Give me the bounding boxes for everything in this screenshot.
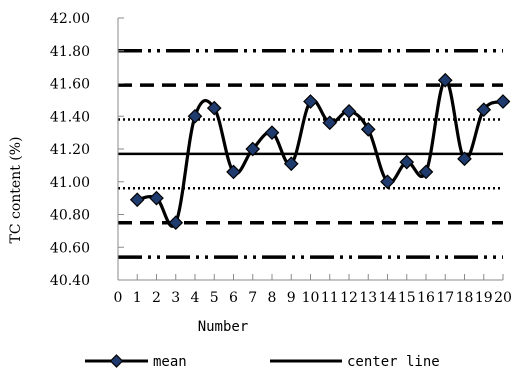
mean-point-7 xyxy=(245,141,261,157)
x-tick-label-11: 11 xyxy=(321,290,339,306)
x-tick-label-1: 1 xyxy=(133,290,142,306)
x-tick-label-4: 4 xyxy=(191,290,200,306)
legend-mean-marker xyxy=(109,354,124,368)
mean-point-2 xyxy=(149,190,164,206)
x-tick-label-0: 0 xyxy=(114,290,123,306)
mean-point-16 xyxy=(418,164,434,180)
y-tick-label-4: 41.20 xyxy=(50,142,90,158)
y-tick-label-0: 40.40 xyxy=(50,273,90,289)
mean-point-20 xyxy=(495,94,511,109)
mean-point-6 xyxy=(226,164,241,180)
legend-mean-label: mean xyxy=(153,354,187,370)
x-tick-label-12: 12 xyxy=(340,290,358,306)
mean-point-4 xyxy=(187,108,203,124)
mean-point-12 xyxy=(341,103,357,119)
x-tick-label-7: 7 xyxy=(248,290,257,306)
mean-point-11 xyxy=(322,115,338,131)
x-tick-label-20: 20 xyxy=(494,290,512,306)
y-tick-label-3: 41.00 xyxy=(50,175,90,191)
x-tick-label-10: 10 xyxy=(302,290,320,306)
x-tick-label-14: 14 xyxy=(379,290,397,306)
x-tick-label-13: 13 xyxy=(359,290,377,306)
mean-point-8 xyxy=(264,125,280,140)
mean-point-10 xyxy=(303,94,318,109)
y-axis-title: TC content (%) xyxy=(8,136,24,243)
x-tick-label-18: 18 xyxy=(456,290,474,306)
mean-point-1 xyxy=(129,192,145,208)
x-tick-label-16: 16 xyxy=(417,290,435,306)
y-tick-label-6: 41.60 xyxy=(50,77,90,93)
mean-point-18 xyxy=(457,151,472,167)
y-tick-label-2: 40.80 xyxy=(50,208,90,224)
legend-center-line-label: center line xyxy=(347,354,440,370)
x-tick-label-9: 9 xyxy=(287,290,296,306)
legend-item-mean: mean xyxy=(85,354,187,370)
x-tick-label-19: 19 xyxy=(475,290,493,306)
mean-point-14 xyxy=(380,174,395,190)
x-tick-label-3: 3 xyxy=(171,290,180,306)
mean-point-5 xyxy=(206,100,222,116)
mean-point-9 xyxy=(283,156,299,172)
x-tick-label-17: 17 xyxy=(436,290,454,306)
x-tick-label-5: 5 xyxy=(210,290,219,306)
legend-item-center-line: center line xyxy=(270,354,440,370)
mean-point-3 xyxy=(168,215,184,231)
x-axis-title: Number xyxy=(198,319,249,335)
mean-point-15 xyxy=(399,154,415,170)
mean-point-17 xyxy=(437,72,453,88)
x-tick-label-8: 8 xyxy=(268,290,277,306)
x-tick-label-2: 2 xyxy=(152,290,161,306)
mean-point-19 xyxy=(476,102,492,118)
legend: mean center line xyxy=(85,354,440,370)
y-tick-labels: 40.40 40.60 40.80 41.00 41.20 41.40 41.60 41.80… xyxy=(50,11,90,289)
y-tick-label-8: 42.00 xyxy=(50,11,90,27)
y-tick-label-7: 41.80 xyxy=(50,44,90,60)
control-limit-lines xyxy=(118,49,503,259)
mean-point-13 xyxy=(360,122,376,137)
x-tick-label-6: 6 xyxy=(229,290,238,306)
y-tick-label-1: 40.60 xyxy=(50,240,90,256)
y-tick-label-5: 41.40 xyxy=(50,109,90,125)
axes xyxy=(117,17,504,281)
x-tick-label-15: 15 xyxy=(398,290,416,306)
x-tick-labels: 0 1 2 3 4 5 6 7 8 9 10 11 12 13 14 15 16 17 18 19 20 xyxy=(114,290,512,306)
mean-series xyxy=(129,72,511,231)
